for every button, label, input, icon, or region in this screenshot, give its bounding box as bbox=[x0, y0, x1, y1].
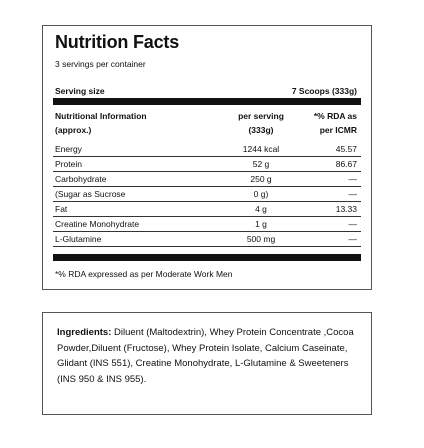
thick-rule bbox=[53, 98, 361, 105]
serving-size-label: Serving size bbox=[55, 86, 105, 96]
rda-percent: 45.57 bbox=[335, 144, 357, 154]
header-serving: (333g) bbox=[248, 125, 274, 135]
per-serving: 0 g) bbox=[253, 189, 269, 199]
header-nutrition: (approx.) bbox=[55, 125, 92, 135]
nutrient-row: (Sugar as Sucrose 0 g) — bbox=[53, 186, 361, 202]
serving-size-value: 7 Scoops (333g) bbox=[291, 86, 357, 96]
rda-percent: — bbox=[348, 189, 358, 199]
header-rda: per ICMR bbox=[319, 125, 357, 135]
nutrient-name: Carbohydrate bbox=[55, 174, 107, 184]
servings: 3 servings per container bbox=[55, 59, 146, 69]
nutrient-row: Creatine Monohydrate 1 g — bbox=[53, 216, 361, 232]
nutrient-name: Fat bbox=[55, 204, 68, 214]
footnote: *% RDA expressed as per Moderate Work Me… bbox=[55, 269, 233, 279]
ingredients-label: Ingredients: bbox=[57, 327, 112, 338]
ingredients: Ingredients: Diluent (Maltodextrin), Whe… bbox=[43, 313, 371, 387]
header-serving: per serving bbox=[238, 111, 284, 121]
per-serving: 1244 kcal bbox=[242, 144, 280, 154]
nutrient-name: (Sugar as Sucrose bbox=[55, 189, 126, 199]
nutrient-row: Carbohydrate 250 g — bbox=[53, 171, 361, 187]
ingredients-box: Ingredients: Diluent (Maltodextrin), Whe… bbox=[42, 312, 372, 415]
rda-percent: — bbox=[348, 174, 358, 184]
rda-percent: — bbox=[348, 219, 358, 229]
per-serving: 250 g bbox=[250, 174, 272, 184]
nutrient-row: Energy 1244 kcal 45.57 bbox=[53, 141, 361, 157]
per-serving: 52 g bbox=[252, 159, 270, 169]
nutrient-row: Fat 4 g 13.33 bbox=[53, 201, 361, 217]
nutrient-name: Protein bbox=[55, 159, 82, 169]
per-serving: 4 g bbox=[255, 204, 267, 214]
ingredients-text: Diluent (Maltodextrin), Whey Protein Con… bbox=[57, 327, 354, 385]
header-rda: *% RDA as bbox=[313, 111, 357, 121]
rda-percent: 13.33 bbox=[335, 204, 357, 214]
rda-percent: — bbox=[348, 234, 358, 244]
title: Nutrition Facts bbox=[55, 32, 180, 52]
nutrient-row: L-Glutamine 500 mg — bbox=[53, 231, 361, 247]
header-nutrition: Nutritional Information bbox=[55, 111, 147, 121]
nutrition-box: Nutrition Facts 3 servings per container… bbox=[42, 25, 372, 290]
rda-percent: 86.67 bbox=[335, 159, 357, 169]
nutrient-name: Creatine Monohydrate bbox=[55, 219, 140, 229]
nutrient-name: L-Glutamine bbox=[55, 234, 102, 244]
thick-rule bbox=[53, 254, 361, 261]
nutrient-row: Protein 52 g 86.67 bbox=[53, 156, 361, 172]
per-serving: 500 mg bbox=[246, 234, 276, 244]
nutrient-name: Energy bbox=[55, 144, 82, 154]
per-serving: 1 g bbox=[255, 219, 267, 229]
